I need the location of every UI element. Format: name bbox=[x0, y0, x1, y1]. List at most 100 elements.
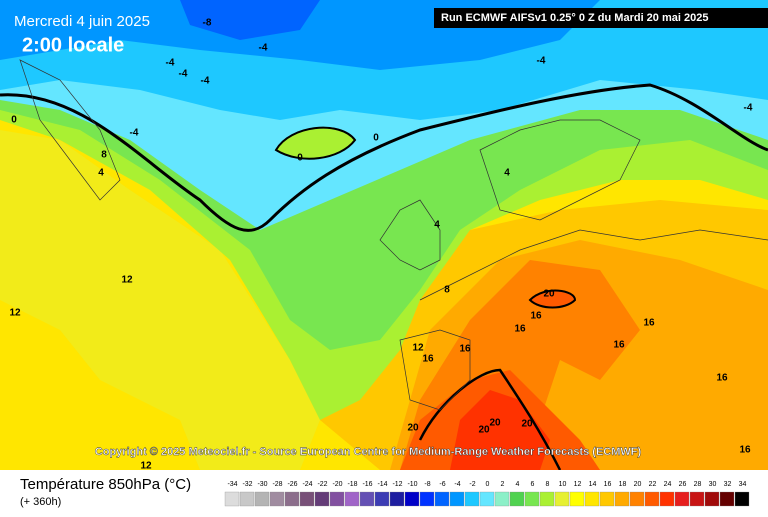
scale-swatch bbox=[404, 491, 420, 507]
zone-blue-dark bbox=[180, 0, 320, 40]
contour-label: 8 bbox=[101, 150, 107, 161]
scale-label: 26 bbox=[679, 481, 687, 488]
scale-swatch bbox=[299, 491, 315, 507]
contour-label: 12 bbox=[9, 308, 21, 319]
scale-label: -12 bbox=[392, 481, 402, 488]
contour-label: 16 bbox=[739, 445, 751, 456]
scale-label: 24 bbox=[664, 481, 672, 488]
scale-swatch bbox=[509, 491, 525, 507]
scale-label: 34 bbox=[739, 481, 747, 488]
contour-label: 4 bbox=[98, 168, 104, 179]
contour-label: 0 bbox=[297, 153, 303, 164]
contour-label: 20 bbox=[478, 425, 490, 436]
contour-label: 0 bbox=[11, 115, 17, 126]
scale-label: 16 bbox=[604, 481, 612, 488]
scale-swatch bbox=[419, 491, 435, 507]
contour-label: 12 bbox=[412, 343, 424, 354]
scale-swatch bbox=[494, 491, 510, 507]
scale-swatch bbox=[224, 491, 240, 507]
scale-label: 10 bbox=[559, 481, 567, 488]
contour-label: 8 bbox=[444, 285, 450, 296]
run-banner bbox=[434, 8, 768, 28]
scale-label: -26 bbox=[287, 481, 297, 488]
contour-label: 16 bbox=[530, 311, 542, 322]
contour-label: -8 bbox=[203, 18, 212, 29]
scale-label: 6 bbox=[531, 481, 535, 488]
scale-swatch bbox=[434, 491, 450, 507]
scale-swatch bbox=[359, 491, 375, 507]
contour-label: -4 bbox=[201, 76, 210, 87]
contour-label: 20 bbox=[543, 289, 555, 300]
scale-swatch bbox=[254, 491, 270, 507]
scale-label: 22 bbox=[649, 481, 657, 488]
contour-label: -4 bbox=[166, 58, 175, 69]
contour-label: 12 bbox=[121, 275, 133, 286]
contour-label: 20 bbox=[521, 419, 533, 430]
scale-swatch bbox=[554, 491, 570, 507]
scale-label: 2 bbox=[501, 481, 505, 488]
scale-label: 12 bbox=[574, 481, 582, 488]
scale-swatch bbox=[344, 491, 360, 507]
scale-swatch bbox=[479, 491, 495, 507]
scale-label: -8 bbox=[424, 481, 430, 488]
contour-label: -4 bbox=[130, 128, 139, 139]
scale-swatch bbox=[524, 491, 540, 507]
scale-swatch bbox=[449, 491, 465, 507]
scale-swatch bbox=[599, 491, 615, 507]
scale-label: -32 bbox=[242, 481, 252, 488]
contour-label: 20 bbox=[489, 418, 501, 429]
scale-swatch bbox=[584, 491, 600, 507]
scale-swatch bbox=[374, 491, 390, 507]
scale-label: 32 bbox=[724, 481, 732, 488]
contour-label: 16 bbox=[613, 340, 625, 351]
scale-swatch bbox=[464, 491, 480, 507]
zone-yellow-green bbox=[0, 130, 320, 470]
scale-label: 4 bbox=[516, 481, 520, 488]
contour-twenty-east bbox=[528, 289, 577, 309]
scale-label: -24 bbox=[302, 481, 312, 488]
scale-swatch bbox=[329, 491, 345, 507]
scale-swatch bbox=[389, 491, 405, 507]
contour-label: 16 bbox=[459, 344, 471, 355]
contour-label: 16 bbox=[643, 318, 655, 329]
contour-label: -4 bbox=[537, 56, 546, 67]
scale-label: 30 bbox=[709, 481, 717, 488]
scale-label: -20 bbox=[332, 481, 342, 488]
scale-swatch bbox=[629, 491, 645, 507]
scale-label: -16 bbox=[362, 481, 372, 488]
scale-label: 14 bbox=[589, 481, 597, 488]
scale-label: 28 bbox=[694, 481, 702, 488]
iceland-contour bbox=[274, 126, 357, 160]
scale-swatch bbox=[539, 491, 555, 507]
scale-swatch bbox=[734, 491, 750, 507]
scale-label: 20 bbox=[634, 481, 642, 488]
scale-label: -4 bbox=[454, 481, 460, 488]
scale-label: 18 bbox=[619, 481, 627, 488]
scale-label: 8 bbox=[546, 481, 550, 488]
time-subtitle: 2:00 locale bbox=[22, 34, 124, 56]
scale-label: -18 bbox=[347, 481, 357, 488]
date-title: Mercredi 4 juin 2025 bbox=[14, 13, 150, 30]
scale-swatch bbox=[719, 491, 735, 507]
scale-swatch bbox=[659, 491, 675, 507]
contour-label: 16 bbox=[422, 354, 434, 365]
copyright: Copyright © 2025 Meteociel.fr - Source E… bbox=[95, 446, 642, 458]
scale-label: -10 bbox=[407, 481, 417, 488]
forecast-hour: (+ 360h) bbox=[20, 496, 61, 508]
scale-swatch bbox=[674, 491, 690, 507]
contour-label: -4 bbox=[259, 43, 268, 54]
scale-label: -2 bbox=[469, 481, 475, 488]
scale-swatch bbox=[314, 491, 330, 507]
scale-swatch bbox=[614, 491, 630, 507]
run-info: Run ECMWF AIFSv1 0.25° 0 Z du Mardi 20 m… bbox=[441, 12, 708, 24]
scale-swatch bbox=[239, 491, 255, 507]
contour-label: 20 bbox=[407, 423, 419, 434]
scale-swatch bbox=[689, 491, 705, 507]
scale-label: -22 bbox=[317, 481, 327, 488]
contour-label: -4 bbox=[744, 103, 753, 114]
scale-swatch bbox=[644, 491, 660, 507]
scale-label: -34 bbox=[227, 481, 237, 488]
scale-swatch bbox=[569, 491, 585, 507]
scale-label: -14 bbox=[377, 481, 387, 488]
scale-swatch bbox=[284, 491, 300, 507]
